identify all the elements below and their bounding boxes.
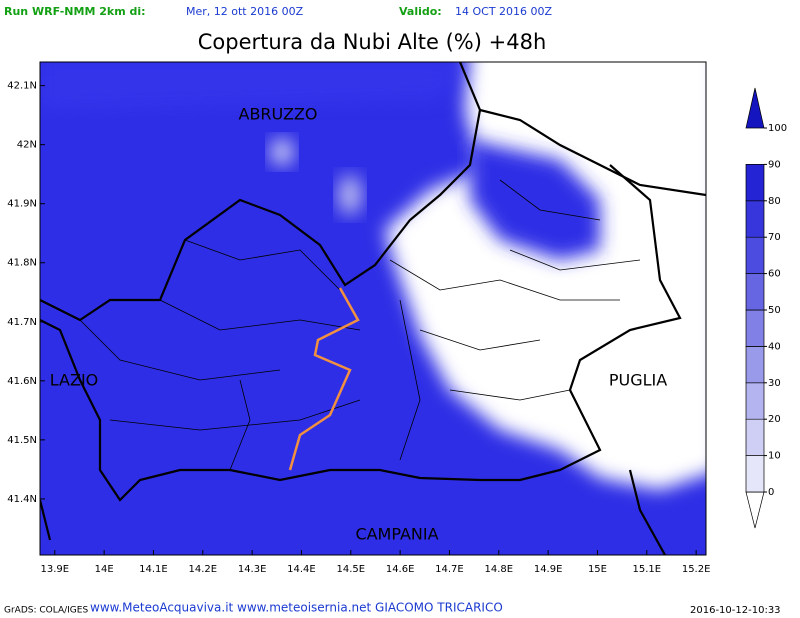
colorbar-label: 50 xyxy=(768,305,781,316)
colorbar-segment xyxy=(745,236,765,274)
colorbar-label: 80 xyxy=(768,196,781,207)
x-tick-label: 14.8E xyxy=(485,564,514,575)
molise-boundary xyxy=(288,287,360,471)
y-tick-label: 41.6N xyxy=(7,376,37,387)
colorbar-segment xyxy=(745,164,765,202)
site-credits: www.MeteoAcquaviva.it www.meteoisernia.n… xyxy=(90,601,503,615)
x-tick-label: 14.1E xyxy=(139,564,168,575)
cloud-haze xyxy=(40,62,470,110)
x-tick-label: 14.7E xyxy=(435,564,464,575)
y-tick-label: 41.9N xyxy=(7,199,37,210)
region-label: PUGLIA xyxy=(609,371,667,390)
region-label: LAZIO xyxy=(50,371,99,390)
colorbar-segment xyxy=(745,346,765,384)
x-tick-label: 14.2E xyxy=(189,564,218,575)
x-tick-label: 14.5E xyxy=(337,564,366,575)
colorbar-segment xyxy=(745,382,765,420)
timestamp: 2016-10-12-10:33 xyxy=(690,605,781,616)
region-label: CAMPANIA xyxy=(355,525,438,544)
valid-date: 14 OCT 2016 00Z xyxy=(455,5,553,18)
valid-label: Valido: xyxy=(399,5,442,18)
y-tick-label: 41.4N xyxy=(7,494,37,505)
borders xyxy=(40,62,706,555)
x-tick-label: 14.9E xyxy=(534,564,563,575)
cloud-gap xyxy=(338,175,362,215)
y-tick-label: 41.8N xyxy=(7,258,37,269)
colorbar-label: 20 xyxy=(768,414,781,425)
x-tick-label: 15.1E xyxy=(633,564,662,575)
x-tick-label: 14.4E xyxy=(287,564,316,575)
y-tick-label: 41.7N xyxy=(7,317,37,328)
x-tick-label: 14.6E xyxy=(386,564,415,575)
colorbar-segment xyxy=(745,418,765,456)
run-date: Mer, 12 ott 2016 00Z xyxy=(186,5,304,18)
region-label: ABRUZZO xyxy=(239,105,318,124)
cloud-gap xyxy=(270,138,294,166)
y-tick-label: 42.1N xyxy=(7,81,37,92)
colorbar-label: 60 xyxy=(768,269,781,280)
colorbar-segment xyxy=(745,491,765,529)
colorbar-segment xyxy=(745,200,765,238)
x-tick-label: 15E xyxy=(588,564,607,575)
colorbar-label: 10 xyxy=(768,451,781,462)
x-tick-label: 13.9E xyxy=(41,564,70,575)
colorbar-segment xyxy=(745,455,765,493)
colorbar-label: 100 xyxy=(768,123,787,134)
cloud-band xyxy=(470,140,600,260)
title: Copertura da Nubi Alte (%) +48h xyxy=(198,30,547,54)
run-label: Run WRF-NMM 2km di: xyxy=(4,5,146,18)
colorbar-label: 30 xyxy=(768,378,781,389)
plot-frame xyxy=(39,61,707,556)
grads-credit: GrADS: COLA/IGES xyxy=(4,606,88,616)
colorbar-label: 70 xyxy=(768,232,781,243)
x-tick-label: 15.2E xyxy=(682,564,711,575)
y-tick-label: 42N xyxy=(17,140,37,151)
y-tick-label: 41.5N xyxy=(7,435,37,446)
cloud-field xyxy=(40,62,706,555)
colorbar-segment xyxy=(745,309,765,347)
colorbar-label: 90 xyxy=(768,159,781,170)
colorbar-segment xyxy=(745,273,765,311)
x-tick-label: 14.3E xyxy=(238,564,267,575)
colorbar-label: 0 xyxy=(768,487,774,498)
colorbar-label: 40 xyxy=(768,341,781,352)
clear-area xyxy=(385,62,706,490)
x-tick-label: 14E xyxy=(95,564,114,575)
colorbar-segment xyxy=(745,87,765,129)
